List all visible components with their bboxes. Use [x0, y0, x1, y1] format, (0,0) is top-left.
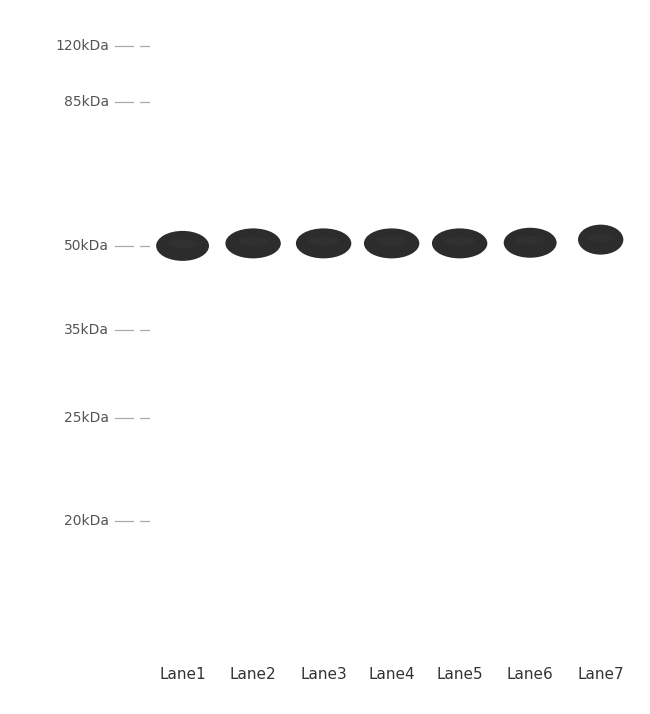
Text: Lane6: Lane6	[507, 667, 554, 683]
Text: Lane1: Lane1	[159, 667, 206, 683]
Ellipse shape	[515, 236, 545, 245]
Text: 120kDa: 120kDa	[55, 39, 109, 53]
Ellipse shape	[296, 228, 351, 258]
Ellipse shape	[156, 231, 209, 261]
Text: Lane5: Lane5	[436, 667, 483, 683]
Ellipse shape	[376, 236, 407, 246]
Ellipse shape	[168, 239, 197, 248]
Ellipse shape	[308, 236, 339, 246]
Text: 50kDa: 50kDa	[64, 239, 109, 253]
Text: Lane2: Lane2	[230, 667, 276, 683]
Text: 85kDa: 85kDa	[64, 95, 109, 109]
Ellipse shape	[578, 225, 623, 255]
Ellipse shape	[588, 233, 613, 242]
Ellipse shape	[432, 228, 488, 258]
Ellipse shape	[445, 236, 475, 246]
Ellipse shape	[238, 236, 268, 246]
Ellipse shape	[364, 228, 419, 258]
Text: Lane3: Lane3	[300, 667, 347, 683]
Text: 35kDa: 35kDa	[64, 323, 109, 337]
Text: 25kDa: 25kDa	[64, 411, 109, 425]
Ellipse shape	[504, 228, 556, 258]
Text: Lane7: Lane7	[577, 667, 624, 683]
Ellipse shape	[226, 228, 281, 258]
Text: 20kDa: 20kDa	[64, 514, 109, 528]
Text: Lane4: Lane4	[369, 667, 415, 683]
